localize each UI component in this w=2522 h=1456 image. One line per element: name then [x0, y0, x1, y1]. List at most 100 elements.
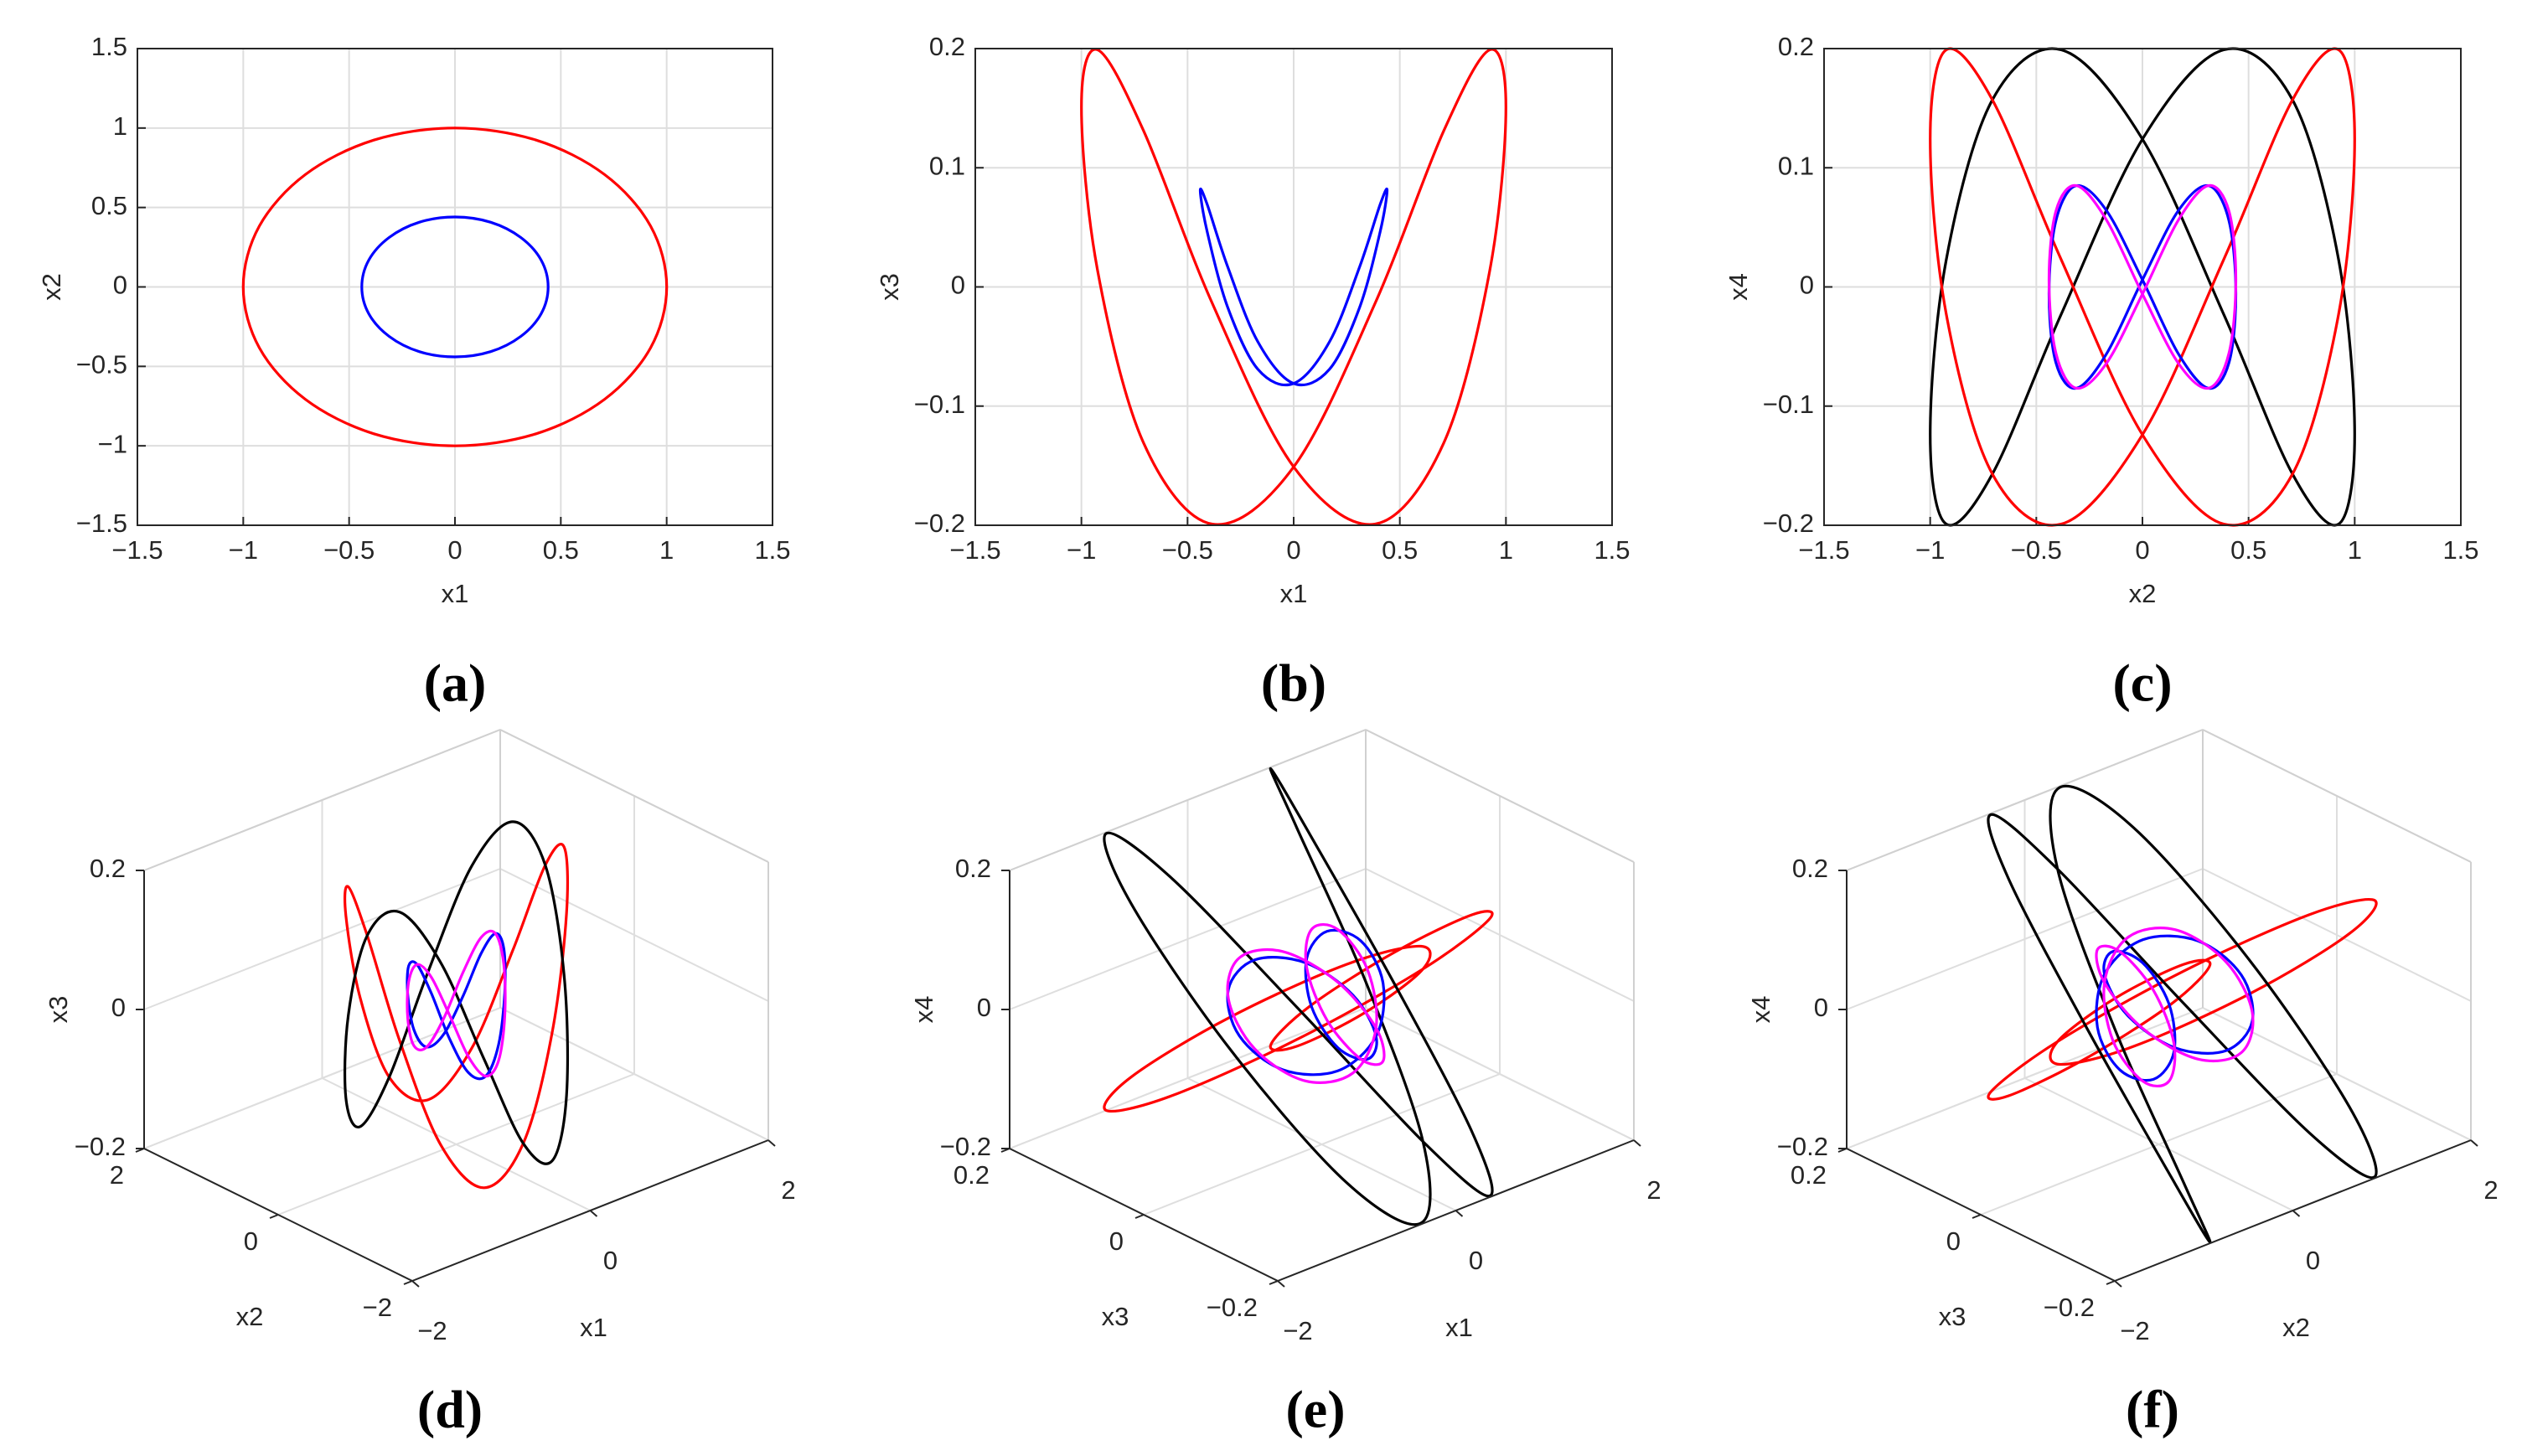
- z-axis-label: x3: [44, 996, 73, 1024]
- curve: [241, 126, 669, 447]
- curve: [343, 843, 570, 1190]
- box-edge: [1846, 729, 2204, 871]
- y-tick-label: 0: [951, 271, 965, 300]
- curve: [1929, 47, 2356, 527]
- grid-line: [1846, 1007, 2204, 1149]
- y-tick-label: −2: [363, 1293, 392, 1322]
- grid-line: [1143, 1073, 1501, 1216]
- x-axis-label: x1: [442, 579, 469, 608]
- tick-mark: [1972, 1214, 1982, 1219]
- x-axis-label: x2: [2282, 1313, 2310, 1342]
- y-tick-label: 0: [244, 1226, 258, 1256]
- z-tick-label: 0: [977, 993, 991, 1022]
- y-tick-label: 0.2: [954, 1160, 990, 1190]
- x-tick-label: 0: [2135, 535, 2149, 565]
- y-tick-label: 0.2: [1778, 32, 1814, 61]
- y-axis-label: x4: [1724, 273, 1753, 301]
- curve: [1198, 187, 1389, 387]
- y-tick-label: 1.5: [91, 32, 127, 61]
- z-tick-label: 0.2: [955, 854, 991, 883]
- y-tick-label: 0: [113, 271, 127, 300]
- z-tick-label: 0: [1814, 993, 1828, 1022]
- x-tick-label: −0.5: [2011, 535, 2062, 565]
- x-tick-label: 2: [781, 1175, 795, 1205]
- curve: [1226, 922, 1386, 1084]
- axes-box: [137, 48, 773, 526]
- y-tick-label: −0.1: [914, 390, 965, 419]
- tick-mark: [1277, 1280, 1285, 1288]
- y-tick-label: −1.5: [76, 509, 127, 538]
- grid-line: [499, 868, 769, 1002]
- x-tick-label: −1.5: [111, 535, 163, 565]
- x-tick-label: −1.5: [949, 535, 1000, 565]
- grid-line: [2202, 1007, 2472, 1141]
- y-axis-label: x3: [1939, 1302, 1966, 1331]
- z-tick-label: −0.2: [940, 1132, 991, 1161]
- z-tick-label: 0.2: [1792, 854, 1828, 883]
- x-tick-label: 0: [1469, 1246, 1483, 1275]
- tick-mark: [403, 1280, 413, 1285]
- curve: [1987, 784, 2378, 1244]
- grid-line: [277, 1073, 635, 1216]
- x-tick-label: 1.5: [2442, 535, 2478, 565]
- z-tick-label: −0.2: [75, 1132, 126, 1161]
- x-tick-label: −1: [229, 535, 258, 565]
- y-tick-label: −0.1: [1763, 390, 1814, 419]
- curve: [360, 215, 550, 359]
- x-tick-label: −1.5: [1798, 535, 1849, 565]
- z-axis-label: x4: [1746, 996, 1775, 1024]
- axes-box: [1823, 48, 2462, 526]
- curve: [1080, 48, 1507, 526]
- box-edge: [1365, 729, 1635, 863]
- z-tick-label: −0.2: [1777, 1132, 1828, 1161]
- tick-mark: [1633, 1139, 1641, 1147]
- x-tick-label: −2: [2120, 1316, 2149, 1345]
- tick-mark: [269, 1214, 279, 1219]
- x-tick-label: −0.5: [323, 535, 375, 565]
- x-axis-label: x1: [1445, 1313, 1473, 1342]
- curve: [406, 929, 507, 1078]
- box-edge: [499, 729, 769, 863]
- grid-line: [143, 868, 501, 1010]
- grid-line: [1980, 1073, 2338, 1216]
- grid-line: [499, 1007, 769, 1141]
- y-tick-label: −0.5: [76, 350, 127, 379]
- y-tick-label: 0.5: [91, 191, 127, 220]
- x-tick-label: −2: [1283, 1316, 1312, 1345]
- grid-line: [1365, 1007, 1635, 1141]
- y-axis-label: x3: [875, 273, 904, 301]
- y-tick-label: −0.2: [1763, 509, 1814, 538]
- y-tick-label: −0.2: [1207, 1293, 1258, 1322]
- y-tick-label: 0.2: [1791, 1160, 1827, 1190]
- curve: [1103, 767, 1494, 1226]
- y-tick-label: 0.1: [1778, 151, 1814, 180]
- x-tick-label: 0.5: [1382, 535, 1418, 565]
- z-tick-label: 0.2: [90, 854, 126, 883]
- x-tick-label: 0.5: [2230, 535, 2266, 565]
- tick-mark: [1134, 1214, 1145, 1219]
- x-tick-label: 2: [2483, 1175, 2498, 1205]
- x-tick-label: −1: [1067, 535, 1096, 565]
- curve: [2095, 927, 2255, 1088]
- x-axis-label: x1: [1280, 579, 1308, 608]
- curve: [2047, 183, 2238, 390]
- x-tick-label: 0: [2306, 1246, 2320, 1275]
- z-axis-label: x4: [909, 996, 938, 1024]
- x-tick-label: 1.5: [1594, 535, 1630, 565]
- box-edge: [143, 729, 501, 871]
- x-tick-label: 0: [447, 535, 462, 565]
- x-tick-label: −0.5: [1162, 535, 1213, 565]
- tick-mark: [1455, 1210, 1464, 1217]
- panel-label: (e): [1285, 1380, 1345, 1439]
- tick-mark: [411, 1280, 420, 1288]
- y-tick-label: 0.1: [929, 151, 965, 180]
- x-axis-label: x1: [580, 1313, 607, 1342]
- x-tick-label: 0: [1286, 535, 1300, 565]
- axes-box: [974, 48, 1613, 526]
- tick-mark: [2292, 1210, 2301, 1217]
- y-tick-label: −0.2: [2044, 1293, 2095, 1322]
- y-tick-label: −0.2: [914, 509, 965, 538]
- y-tick-label: 2: [110, 1160, 124, 1190]
- panel-label: (a): [424, 653, 487, 713]
